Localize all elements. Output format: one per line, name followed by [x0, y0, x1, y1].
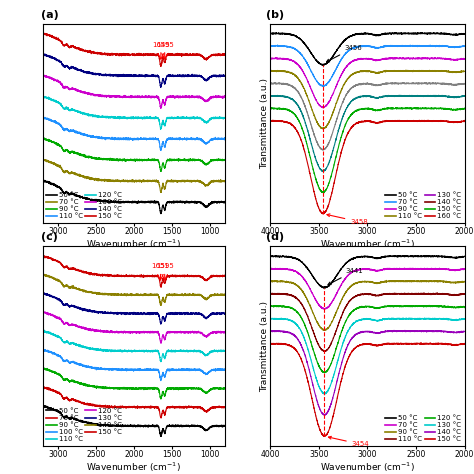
- Text: 1645: 1645: [152, 42, 170, 48]
- Text: 3458: 3458: [327, 214, 368, 225]
- Text: (a): (a): [41, 10, 59, 20]
- Legend: 50 °C, 70 °C, 90 °C, 110 °C, 130 °C, 140 °C, 150 °C, 160 °C: 50 °C, 70 °C, 90 °C, 110 °C, 130 °C, 140…: [385, 192, 461, 219]
- Text: 3454: 3454: [328, 437, 369, 447]
- Legend: 50 °C, 70 °C, 90 °C, 110 °C, 120 °C, 130 °C, 140 °C, 150 °C: 50 °C, 70 °C, 90 °C, 110 °C, 120 °C, 130…: [385, 415, 461, 442]
- Text: (b): (b): [266, 10, 284, 20]
- Text: 1595: 1595: [156, 42, 173, 48]
- X-axis label: Wavenumber (cm$^{-1}$): Wavenumber (cm$^{-1}$): [320, 237, 415, 251]
- Text: 1651: 1651: [152, 264, 169, 270]
- Legend: 50 °C, 70 °C, 90 °C, 100 °C, 110 °C, 120 °C, 130 °C, 140 °C, 150 °C: 50 °C, 70 °C, 90 °C, 100 °C, 110 °C, 120…: [46, 408, 122, 442]
- Text: 1595: 1595: [156, 264, 173, 270]
- Legend: 50 °C, 70 °C, 90 °C, 110 °C, 120 °C, 130 °C, 140 °C, 150 °C: 50 °C, 70 °C, 90 °C, 110 °C, 120 °C, 130…: [46, 192, 122, 219]
- Y-axis label: Transmittance (a.u.): Transmittance (a.u.): [260, 78, 269, 169]
- X-axis label: Wavenumber (cm$^{-1}$): Wavenumber (cm$^{-1}$): [86, 460, 182, 474]
- Y-axis label: Transmittance (a.u.): Transmittance (a.u.): [260, 301, 269, 392]
- Text: 3456: 3456: [327, 45, 362, 62]
- X-axis label: Wavenumber (cm$^{-1}$): Wavenumber (cm$^{-1}$): [320, 460, 415, 474]
- Text: 3441: 3441: [328, 268, 364, 284]
- X-axis label: Wavenumber (cm$^{-1}$): Wavenumber (cm$^{-1}$): [86, 237, 182, 251]
- Text: (d): (d): [266, 233, 284, 243]
- Text: (c): (c): [41, 233, 58, 243]
